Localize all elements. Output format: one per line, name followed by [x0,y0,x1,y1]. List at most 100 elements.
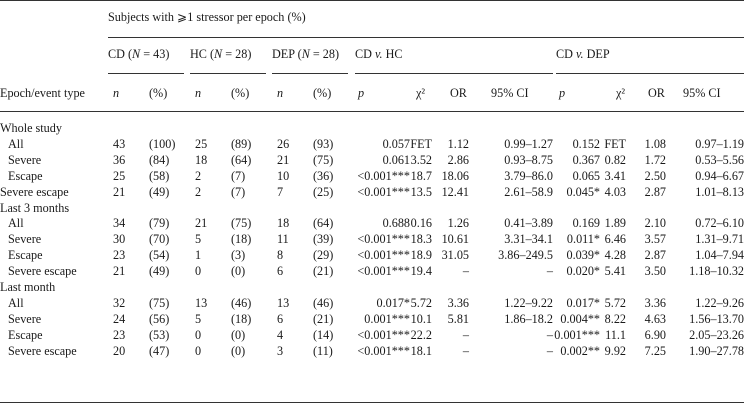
cd-vs-dep-rule [556,73,744,74]
table-cell: 18.1 [410,343,432,358]
table-cell: 21 [195,216,208,231]
table-cell: 6.46 [604,232,626,247]
table-cell: (14) [313,327,334,342]
table-cell: 0.94–6.67 [695,168,744,183]
column-header-n: n [113,86,120,100]
table-cell: (3) [231,248,246,263]
column-header-ci: 95% CI [683,86,721,100]
table-cell: 7.25 [644,343,666,358]
table-cell: (58) [149,168,170,183]
table-cell: (7) [231,168,246,183]
table-cell: (93) [313,136,334,151]
table-cell: 4 [277,327,284,342]
section-title: Last 3 months [0,200,70,215]
table-cell: (11) [313,343,333,358]
table-cell: 43 [113,136,126,151]
table-cell: 20 [113,343,126,358]
table-cell: 8.22 [604,311,626,326]
table-cell: 0 [195,264,202,279]
table-cell: (21) [313,264,334,279]
table-cell: 0.53–5.56 [695,152,744,167]
table-cell: 23 [113,248,126,263]
table-cell: 4.63 [644,311,666,326]
table-cell: <0.001*** [357,184,410,199]
table-cell: 0.367 [572,152,600,167]
table-cell: 21 [113,264,126,279]
table-cell: 0 [195,327,202,342]
table-cell: 3.36 [447,295,469,310]
table-cell: 0.020* [566,264,600,279]
table-cell: (75) [313,152,334,167]
row-label: Severe escape [0,184,69,199]
table-cell: 19.4 [410,264,432,279]
row-label: All [8,295,24,310]
table-cell: 0 [195,343,202,358]
table-cell: 25 [195,136,208,151]
table-cell: 18.3 [410,232,432,247]
column-header-p: p [358,86,365,100]
table-cell: 11 [277,232,289,247]
table-cell: 32 [113,295,126,310]
table-cell: 0.061 [382,152,410,167]
column-header-ci: 95% CI [491,86,529,100]
table-cell: 2 [195,168,202,183]
table-cell: – [462,327,469,342]
table-cell: 0.039* [566,248,600,263]
table-cell: <0.001*** [357,168,410,183]
table-cell: FET [604,136,626,151]
table-cell: 25 [113,168,126,183]
top-rule [0,0,744,1]
table-cell: 24 [113,311,126,326]
table-cell: (21) [313,311,334,326]
table-cell: 3 [277,343,284,358]
table-cell: 2.87 [644,248,666,263]
row-label: All [8,136,24,151]
table-cell: (49) [149,184,170,199]
table-cell: (54) [149,248,170,263]
table-cell: (89) [231,136,252,151]
comparison-header-cd-vs-hc: CD v. HC [355,47,403,61]
row-label: All [8,216,24,231]
table-cell: (0) [231,264,246,279]
table-cell: (100) [149,136,176,151]
table-cell: 0.72–6.10 [695,216,744,231]
table-cell: 13.5 [410,184,432,199]
table-cell: 1.08 [644,136,666,151]
table-cell: 0.97–1.19 [695,136,744,151]
table-cell: (29) [313,248,334,263]
column-header-pct: (%) [149,86,168,100]
row-label: Escape [8,248,43,263]
column-header-pct: (%) [313,86,332,100]
bottom-rule [0,402,744,403]
table-cell: 3.86–249.5 [498,248,553,263]
table-cell: 2.87 [644,184,666,199]
table-cell: 4.03 [604,184,626,199]
table-cell: 3.79–86.0 [504,168,553,183]
table-cell: 2.10 [644,216,666,231]
table-cell: 34 [113,216,126,231]
table-cell: 2.61–58.9 [504,184,553,199]
table-cell: 3.52 [410,152,432,167]
column-header-pct: (%) [231,86,250,100]
table-cell: 1.89 [604,216,626,231]
row-label: Severe [8,311,42,326]
hc-group-rule [190,73,266,74]
table-cell: – [546,343,553,358]
table-cell: FET [410,136,432,151]
table-cell: – [462,264,469,279]
table-cell: 4.28 [604,248,626,263]
table-cell: <0.001*** [357,343,410,358]
table-cell: 0.001*** [554,327,600,342]
table-cell: 0.169 [572,216,600,231]
table-cell: 21 [113,184,126,199]
table-cell: 26 [277,136,290,151]
table-cell: (70) [149,232,170,247]
table-cell: (53) [149,327,170,342]
table-cell: 18.7 [410,168,432,183]
table-cell: 9.92 [604,343,626,358]
table-cell: 11.1 [605,327,626,342]
column-header-or: OR [450,86,467,100]
table-cell: 0.93–8.75 [504,152,553,167]
table-cell: 36 [113,152,126,167]
table-cell: (46) [313,295,334,310]
